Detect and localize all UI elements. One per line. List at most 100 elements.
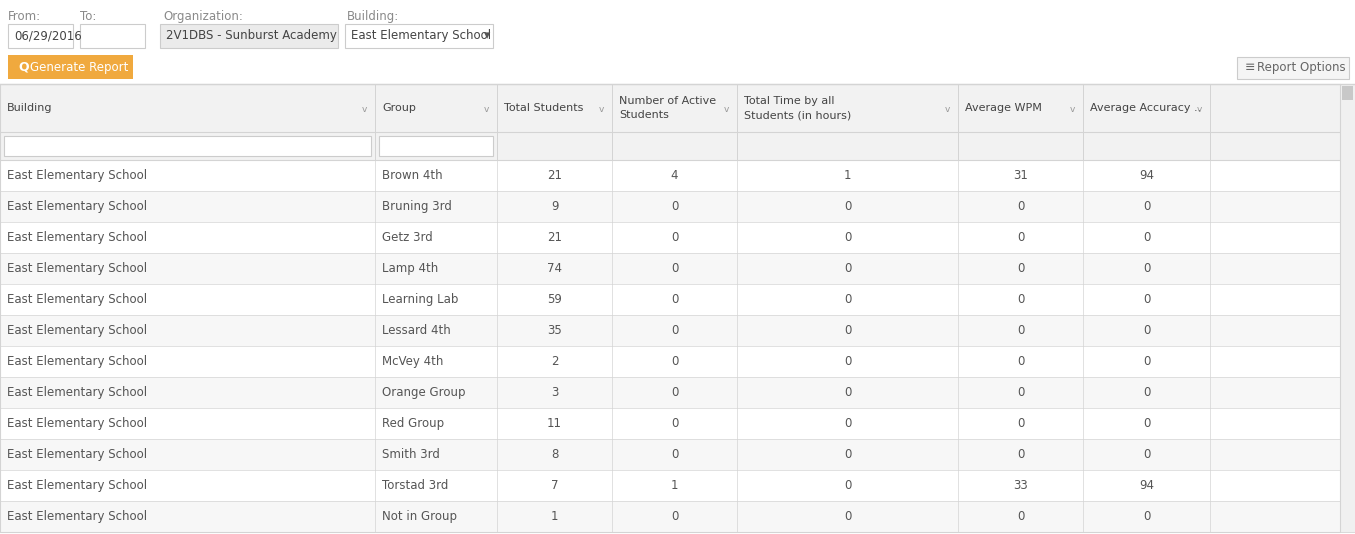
Text: 59: 59 xyxy=(547,293,562,306)
Text: Lessard 4th: Lessard 4th xyxy=(382,324,451,337)
Text: Q: Q xyxy=(18,60,28,74)
Text: Getz 3rd: Getz 3rd xyxy=(382,231,432,244)
Text: 06/29/2016: 06/29/2016 xyxy=(14,29,81,43)
Text: East Elementary School: East Elementary School xyxy=(7,448,148,461)
Text: 0: 0 xyxy=(1142,293,1150,306)
FancyBboxPatch shape xyxy=(0,253,1355,284)
Text: 21: 21 xyxy=(547,169,562,182)
FancyBboxPatch shape xyxy=(160,24,337,48)
Text: McVey 4th: McVey 4th xyxy=(382,355,443,368)
FancyBboxPatch shape xyxy=(0,84,1355,132)
Text: 0: 0 xyxy=(1016,231,1024,244)
Text: 0: 0 xyxy=(671,448,679,461)
Text: Smith 3rd: Smith 3rd xyxy=(382,448,440,461)
Text: Total Students: Total Students xyxy=(504,103,584,113)
Text: v: v xyxy=(724,106,729,114)
Text: 7: 7 xyxy=(550,479,558,492)
Text: 0: 0 xyxy=(844,386,851,399)
Text: 3: 3 xyxy=(551,386,558,399)
Text: Bruning 3rd: Bruning 3rd xyxy=(382,200,451,213)
FancyBboxPatch shape xyxy=(0,0,1355,84)
Text: 1: 1 xyxy=(671,479,679,492)
FancyBboxPatch shape xyxy=(0,191,1355,222)
Text: 0: 0 xyxy=(1142,231,1150,244)
Text: 0: 0 xyxy=(1016,293,1024,306)
Text: 0: 0 xyxy=(671,231,679,244)
Text: 0: 0 xyxy=(844,479,851,492)
Text: 0: 0 xyxy=(671,324,679,337)
FancyBboxPatch shape xyxy=(0,284,1355,315)
Text: 0: 0 xyxy=(1016,200,1024,213)
Text: 0: 0 xyxy=(1142,262,1150,275)
Text: 9: 9 xyxy=(550,200,558,213)
Text: 0: 0 xyxy=(1016,355,1024,368)
FancyBboxPatch shape xyxy=(379,136,493,156)
FancyBboxPatch shape xyxy=(0,160,1355,191)
FancyBboxPatch shape xyxy=(0,439,1355,470)
Text: 0: 0 xyxy=(844,417,851,430)
Text: v: v xyxy=(944,106,950,114)
Text: 0: 0 xyxy=(844,262,851,275)
Text: Torstad 3rd: Torstad 3rd xyxy=(382,479,449,492)
Text: East Elementary School: East Elementary School xyxy=(7,231,148,244)
Text: Number of Active: Number of Active xyxy=(619,96,717,106)
Text: 0: 0 xyxy=(671,200,679,213)
Text: East Elementary School: East Elementary School xyxy=(7,479,148,492)
Text: East Elementary School: East Elementary School xyxy=(7,355,148,368)
Text: Lamp 4th: Lamp 4th xyxy=(382,262,438,275)
Text: 2: 2 xyxy=(550,355,558,368)
Text: Building: Building xyxy=(7,103,53,113)
Text: 0: 0 xyxy=(844,200,851,213)
Text: Building:: Building: xyxy=(347,10,400,23)
Text: 21: 21 xyxy=(547,231,562,244)
Text: 4: 4 xyxy=(671,169,679,182)
FancyBboxPatch shape xyxy=(346,24,493,48)
Text: Students (in hours): Students (in hours) xyxy=(744,110,851,120)
Text: ▾: ▾ xyxy=(484,29,491,43)
Text: East Elementary School: East Elementary School xyxy=(7,510,148,523)
Text: 0: 0 xyxy=(671,417,679,430)
Text: 0: 0 xyxy=(1142,417,1150,430)
Text: 0: 0 xyxy=(1142,510,1150,523)
Text: Students: Students xyxy=(619,110,669,120)
Text: From:: From: xyxy=(8,10,41,23)
Text: 11: 11 xyxy=(547,417,562,430)
Text: Brown 4th: Brown 4th xyxy=(382,169,443,182)
Text: 31: 31 xyxy=(1014,169,1028,182)
Text: v: v xyxy=(599,106,604,114)
Text: 0: 0 xyxy=(844,324,851,337)
Text: To:: To: xyxy=(80,10,96,23)
Text: 0: 0 xyxy=(1016,448,1024,461)
Text: Average WPM: Average WPM xyxy=(965,103,1042,113)
FancyBboxPatch shape xyxy=(4,136,371,156)
Text: 0: 0 xyxy=(844,510,851,523)
Text: 0: 0 xyxy=(1142,448,1150,461)
Text: Not in Group: Not in Group xyxy=(382,510,457,523)
Text: 0: 0 xyxy=(1142,200,1150,213)
Text: 94: 94 xyxy=(1140,169,1154,182)
FancyBboxPatch shape xyxy=(80,24,145,48)
Text: 0: 0 xyxy=(1016,386,1024,399)
Text: 0: 0 xyxy=(671,510,679,523)
FancyBboxPatch shape xyxy=(0,222,1355,253)
Text: 0: 0 xyxy=(1016,510,1024,523)
FancyBboxPatch shape xyxy=(0,470,1355,501)
Text: 0: 0 xyxy=(1142,386,1150,399)
Text: v: v xyxy=(484,106,489,114)
Text: East Elementary School: East Elementary School xyxy=(7,293,148,306)
Text: Learning Lab: Learning Lab xyxy=(382,293,458,306)
Text: 0: 0 xyxy=(1016,324,1024,337)
Text: Group: Group xyxy=(382,103,416,113)
Text: 0: 0 xyxy=(844,448,851,461)
FancyBboxPatch shape xyxy=(0,377,1355,408)
FancyBboxPatch shape xyxy=(1237,57,1350,79)
Text: Generate Report: Generate Report xyxy=(30,60,129,74)
Text: 74: 74 xyxy=(547,262,562,275)
Text: East Elementary School: East Elementary School xyxy=(7,262,148,275)
FancyBboxPatch shape xyxy=(1341,86,1354,100)
Text: 0: 0 xyxy=(671,386,679,399)
Text: 0: 0 xyxy=(1016,262,1024,275)
Text: 0: 0 xyxy=(844,231,851,244)
FancyBboxPatch shape xyxy=(0,408,1355,439)
FancyBboxPatch shape xyxy=(0,132,1355,160)
